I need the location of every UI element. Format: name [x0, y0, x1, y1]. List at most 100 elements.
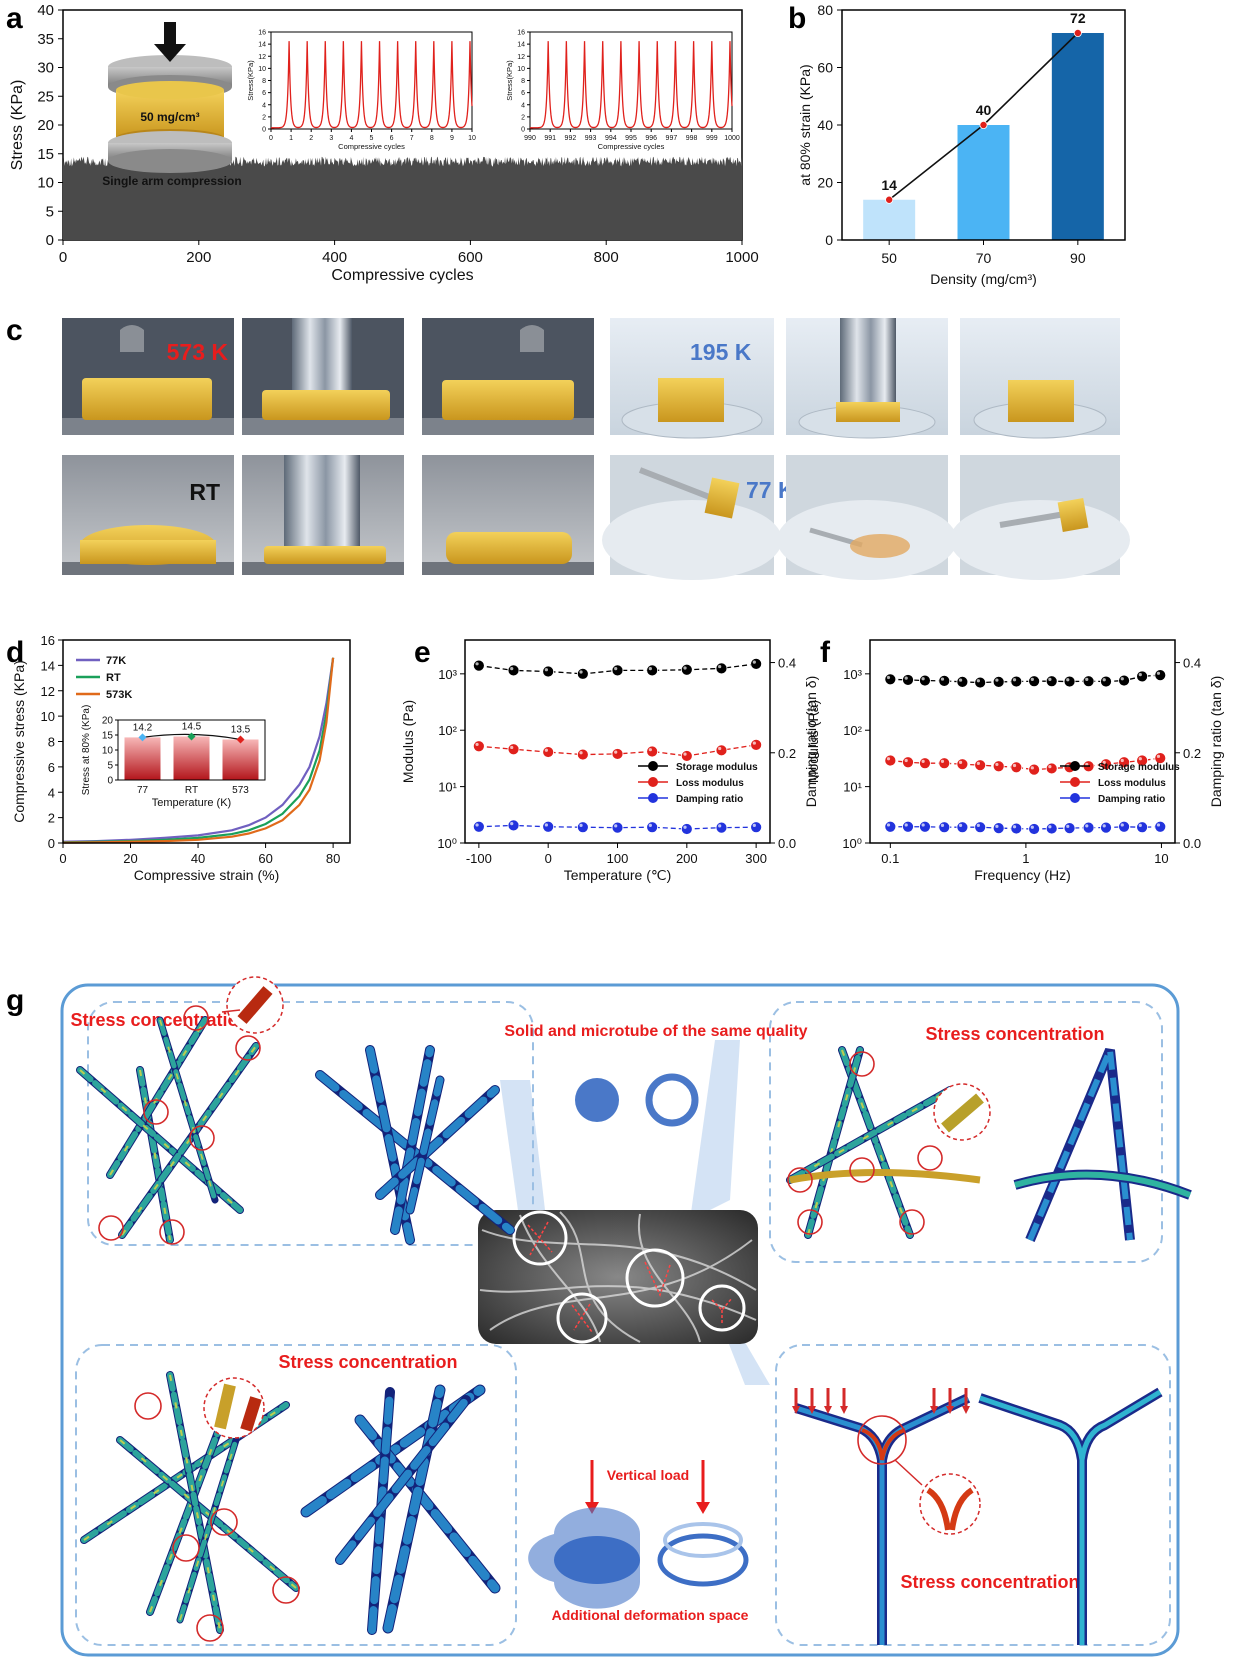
photo-195k-2 [786, 318, 948, 439]
legend-label: Storage modulus [1098, 762, 1180, 773]
bar-value-label: 40 [976, 102, 992, 118]
series-point [1010, 822, 1023, 835]
chart-d-stress-strain: 0 2 4 6 8 10 12 14 16 0 20 40 60 80 Compressive strain… [11, 633, 351, 883]
point-highlight [940, 759, 945, 764]
photo-rt-3 [422, 455, 594, 575]
load-arrow-head-2 [824, 1406, 832, 1414]
series-point [680, 823, 693, 835]
zoom-fiber-tl [237, 986, 273, 1024]
inset-x-tick-label: 993 [585, 135, 597, 142]
y-tick-label: 10² [438, 723, 457, 738]
curve-573K [62, 657, 335, 844]
inset-frame [529, 31, 733, 130]
fiber-br-y2-hi [979, 1389, 1162, 1645]
inset-y-tick-label: 6 [521, 90, 525, 97]
inset-y-tick-label: 16 [517, 30, 525, 37]
fiber-tr-hot [806, 1049, 862, 1236]
point-highlight [1102, 760, 1106, 764]
fiber-bl-tube [383, 1385, 445, 1633]
series-point [1010, 761, 1023, 774]
fiber-bl-tube [336, 1396, 470, 1564]
series-point [611, 821, 624, 834]
subbox-top-left [87, 1001, 534, 1246]
inset-y-tick-label: 12 [517, 54, 525, 61]
stress-ring-bl-4 [196, 1614, 224, 1642]
series-point [938, 757, 951, 770]
point-highlight [544, 748, 548, 752]
point-highlight [1066, 678, 1070, 682]
y-axis-title: Modulus (Pa) [400, 700, 416, 783]
point-highlight [1030, 766, 1034, 770]
point-highlight [614, 750, 618, 754]
point-highlight [752, 660, 756, 664]
point-highlight [544, 823, 548, 827]
inset-x-tick-label: 0 [269, 135, 273, 142]
series-point [611, 664, 624, 677]
series-point [646, 664, 659, 677]
x-tick-label: 200 [676, 851, 698, 866]
inset-y-tick-label: 20 [102, 716, 114, 727]
legend-label: Damping ratio [1098, 794, 1165, 805]
legend-label-573K: 573K [106, 689, 132, 701]
y-tick-label: 5 [46, 203, 54, 220]
solid-fiber-icon [575, 1078, 619, 1122]
y-tick-label: 15 [37, 146, 54, 163]
legend-label: Loss modulus [676, 778, 744, 789]
series-point [992, 822, 1005, 835]
y-tick-label: 10³ [438, 667, 457, 682]
legend-marker [648, 793, 658, 803]
legend-label-77K: 77K [106, 655, 126, 667]
stress-ring-tr-2 [849, 1157, 875, 1183]
point-highlight [958, 823, 963, 828]
photo-573k-2 [242, 318, 404, 435]
series-point [884, 754, 897, 767]
photo-rt-1 [62, 455, 234, 575]
series-line-2 [890, 826, 1161, 830]
stress-ring-bl-1 [172, 1534, 200, 1562]
x-tick-label: 300 [745, 851, 767, 866]
point-highlight [1030, 677, 1034, 682]
y-tick-label: 8 [48, 735, 55, 750]
inset-y-tick-label: 12 [258, 54, 266, 61]
inset-x-title: Compressive cycles [338, 142, 405, 151]
series-point [1045, 675, 1058, 688]
inset-y-tick-label: 6 [262, 90, 266, 97]
inset-y-tick-label: 8 [262, 78, 266, 85]
zoom-arrow-tl [221, 1009, 241, 1013]
sample-density-label: 50 mg/cm³ [140, 110, 199, 124]
stress-ring-bl-0 [134, 1392, 162, 1420]
inset-x-tick-label: 10 [468, 135, 476, 142]
x-tick-label: 400 [322, 249, 347, 266]
inset-y-tick-label: 2 [521, 114, 525, 121]
stress-ring-br [857, 1415, 907, 1465]
point-highlight [1138, 823, 1142, 828]
y-tick-label: 25 [37, 88, 54, 105]
y2-tick-label: 0.4 [1183, 656, 1201, 671]
y-tick-label: 20 [37, 117, 54, 134]
y-tick-label: 0 [825, 232, 833, 248]
series-point [1028, 675, 1041, 688]
down-arrow-icon [164, 22, 176, 48]
y-tick-label: 14 [41, 658, 55, 673]
photo-grid: 573 K 195 K [62, 318, 1130, 580]
series-point [715, 662, 728, 675]
inset-y-tick-label: 4 [521, 102, 525, 109]
bar-density-70 [957, 125, 1010, 240]
y2-tick-label: 0.2 [1183, 746, 1201, 761]
stress-ring-tl-4 [98, 1215, 124, 1241]
point-highlight [1012, 763, 1017, 768]
y-tick-label: 35 [37, 31, 54, 48]
x-tick-label: 0.1 [881, 851, 899, 866]
series-point [956, 675, 969, 688]
x-axis-title: Density (mg/cm³) [930, 271, 1037, 287]
panel-g-schematic: Solid and microtube of the same quality … [60, 976, 1192, 1657]
stress-ring-tl-0 [183, 1005, 209, 1031]
point-highlight [1085, 824, 1089, 828]
point-highlight [1102, 678, 1106, 682]
photo-77k-2 [777, 455, 957, 580]
inset-x-tick-label: 1000 [724, 135, 740, 142]
point-highlight [921, 823, 925, 827]
point-highlight [995, 762, 999, 767]
point-highlight [1102, 824, 1106, 828]
